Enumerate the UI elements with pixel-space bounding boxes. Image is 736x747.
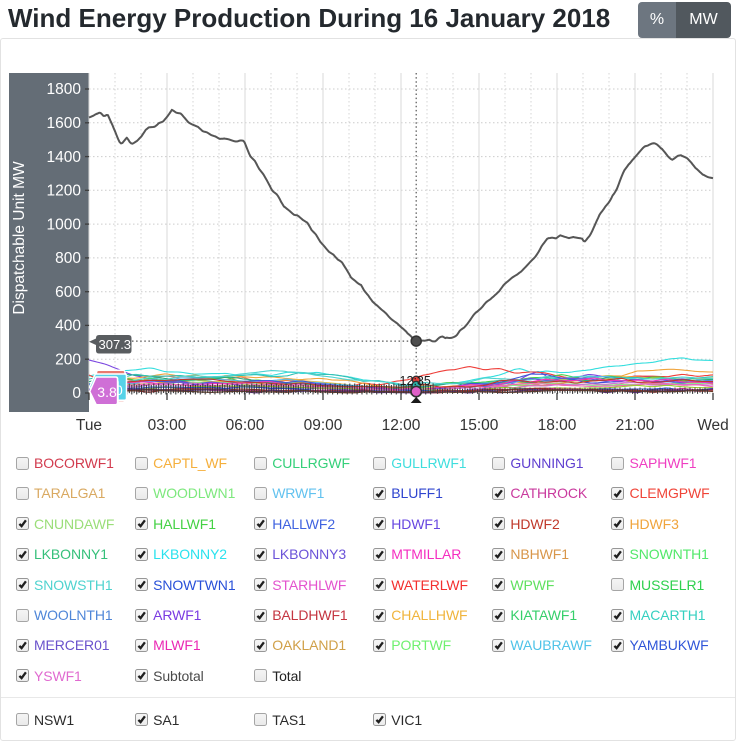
svg-text:1400: 1400	[47, 149, 82, 166]
svg-text:12:35: 12:35	[400, 374, 431, 388]
svg-text:600: 600	[55, 284, 81, 301]
svg-text:0: 0	[115, 383, 123, 398]
svg-text:1000: 1000	[47, 216, 82, 233]
svg-text:0: 0	[72, 385, 81, 402]
svg-text:800: 800	[55, 250, 81, 267]
svg-text:06:00: 06:00	[226, 417, 265, 434]
svg-text:3.8: 3.8	[97, 384, 117, 400]
svg-text:Dispatchable Unit MW: Dispatchable Unit MW	[11, 161, 28, 315]
svg-text:12:00: 12:00	[382, 417, 421, 434]
svg-text:Wed: Wed	[697, 417, 729, 434]
svg-text:03:00: 03:00	[148, 417, 187, 434]
svg-text:1800: 1800	[47, 81, 82, 98]
svg-text:1600: 1600	[47, 115, 82, 132]
svg-text:15:00: 15:00	[460, 417, 499, 434]
svg-text:21:00: 21:00	[616, 417, 655, 434]
svg-text:400: 400	[55, 318, 81, 335]
svg-text:307.3: 307.3	[99, 337, 132, 352]
svg-text:200: 200	[55, 351, 81, 368]
svg-text:Tue: Tue	[76, 417, 102, 434]
svg-text:09:00: 09:00	[304, 417, 343, 434]
svg-text:18:00: 18:00	[538, 417, 577, 434]
svg-text:1200: 1200	[47, 183, 82, 200]
